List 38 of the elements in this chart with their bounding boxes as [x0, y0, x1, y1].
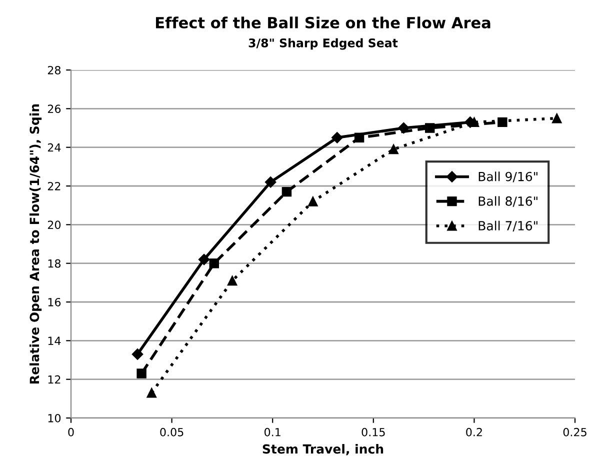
legend-label: Ball 7/16": [478, 220, 538, 232]
y-axis-title: Relative Open Area to Flow(1/64"), Sqin: [29, 104, 42, 384]
x-tick-label: 0.2: [466, 428, 482, 436]
x-axis-title: Stem Travel, inch: [262, 444, 384, 456]
point: [388, 144, 398, 154]
x-tick-label: 0.15: [362, 428, 385, 436]
point: [424, 123, 435, 133]
point: [552, 113, 562, 124]
x-tick-label: 0: [68, 428, 74, 436]
point: [332, 132, 343, 144]
point: [498, 117, 508, 128]
chart-title: Effect of the Ball Size on the Flow Area: [156, 16, 490, 28]
y-tick-label: 20: [48, 220, 61, 230]
y-tick-label: 14: [48, 336, 61, 345]
y-tick-label: 12: [48, 375, 60, 384]
point: [282, 186, 292, 197]
point: [136, 368, 146, 378]
point: [264, 176, 276, 188]
y-tick-label: 18: [48, 259, 61, 268]
chart-subtitle: 3/8" Sharp Edged Seat: [248, 38, 398, 50]
point: [146, 388, 156, 398]
x-tick-label: 0.25: [563, 428, 586, 436]
point: [227, 276, 238, 286]
y-tick-label: 26: [48, 104, 61, 114]
y-tick-label: 24: [48, 143, 61, 152]
y-tick-label: 28: [48, 66, 61, 74]
y-tick-label: 10: [48, 414, 61, 422]
legend-label: Ball 9/16": [478, 172, 538, 182]
y-tick-label: 22: [48, 182, 60, 190]
point: [209, 258, 219, 268]
point: [132, 348, 144, 360]
point: [354, 132, 364, 143]
x-tick-label: 0.05: [160, 428, 184, 436]
y-tick-label: 16: [48, 298, 61, 306]
point: [198, 254, 210, 266]
legend-label: Ball 8/16": [478, 196, 538, 207]
x-tick-label: 0.1: [264, 428, 280, 436]
point: [308, 196, 318, 206]
